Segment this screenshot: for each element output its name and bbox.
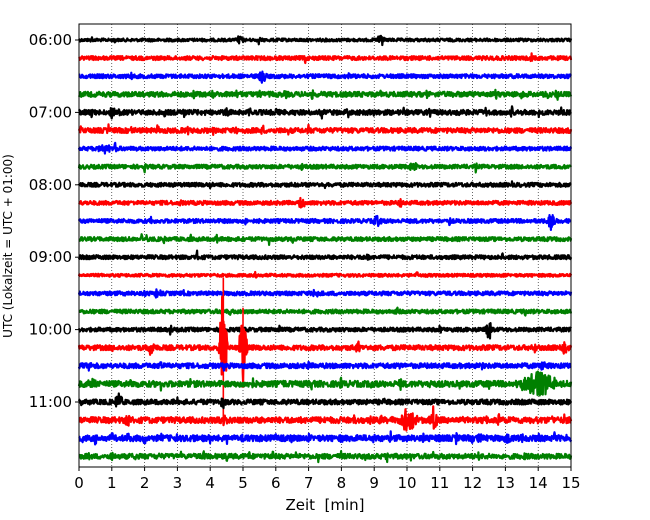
trace-0930 xyxy=(77,288,573,299)
trace-0915 xyxy=(77,270,573,279)
x-tick-label-8: 8 xyxy=(337,474,347,492)
x-tick-label-13: 13 xyxy=(496,474,515,492)
trace-line-2 xyxy=(78,70,573,84)
y-axis-label: UTC (Lokalzeit = UTC + 01:00) xyxy=(1,154,15,338)
trace-line-14 xyxy=(77,288,573,299)
x-tick-label-3: 3 xyxy=(173,474,183,492)
trace-line-23 xyxy=(78,450,573,464)
trace-0800 xyxy=(77,180,572,190)
vertical-gridlines xyxy=(111,24,539,467)
x-tick-label-14: 14 xyxy=(529,474,548,492)
x-tick-label-5: 5 xyxy=(238,474,248,492)
trace-0600 xyxy=(77,34,573,47)
trace-line-7 xyxy=(77,162,573,174)
trace-1100 xyxy=(77,392,573,410)
trace-0945 xyxy=(78,306,573,317)
trace-0830 xyxy=(77,214,572,231)
x-axis-ticks: 0 1 2 3 4 5 6 7 8 9 10 11 12 13 14 15 xyxy=(74,467,581,492)
trace-line-22 xyxy=(78,430,573,446)
trace-0900 xyxy=(77,249,573,261)
trace-line-18 xyxy=(77,360,572,372)
trace-line-8 xyxy=(77,180,572,190)
x-tick-label-1: 1 xyxy=(107,474,117,492)
trace-line-3 xyxy=(77,88,573,101)
trace-0745 xyxy=(77,162,573,174)
trace-line-13 xyxy=(77,270,573,279)
trace-0630 xyxy=(78,70,573,84)
trace-0845 xyxy=(78,233,573,246)
x-tick-label-9: 9 xyxy=(369,474,379,492)
x-tick-label-7: 7 xyxy=(304,474,314,492)
trace-1000 xyxy=(77,322,572,340)
trace-line-0 xyxy=(77,34,573,47)
x-tick-label-4: 4 xyxy=(205,474,215,492)
x-axis-label: Zeit [min] xyxy=(285,496,364,514)
trace-0645 xyxy=(77,88,573,101)
x-tick-label-12: 12 xyxy=(463,474,482,492)
x-tick-label-0: 0 xyxy=(74,474,84,492)
trace-line-12 xyxy=(77,249,573,261)
trace-1115 xyxy=(78,405,573,432)
x-tick-label-11: 11 xyxy=(430,474,449,492)
trace-line-16 xyxy=(77,322,572,340)
seismogram-traces xyxy=(77,34,573,464)
trace-line-9 xyxy=(78,196,573,209)
trace-line-19 xyxy=(77,370,573,397)
trace-1130 xyxy=(78,430,573,446)
x-tick-label-6: 6 xyxy=(271,474,281,492)
trace-line-5 xyxy=(77,123,573,136)
plot-frame xyxy=(78,23,572,468)
trace-line-17 xyxy=(77,295,573,384)
trace-1145 xyxy=(78,450,573,464)
y-tick-label-2: 08:00 xyxy=(29,176,72,194)
x-tick-label-15: 15 xyxy=(561,474,580,492)
y-axis-ticks: 06:00 07:00 08:00 09:00 10:00 11:00 xyxy=(29,31,79,411)
trace-0815 xyxy=(78,196,573,209)
trace-line-21 xyxy=(78,405,573,432)
trace-0615 xyxy=(78,52,573,65)
trace-0730 xyxy=(77,141,573,155)
trace-line-6 xyxy=(77,141,573,155)
trace-line-15 xyxy=(78,306,573,317)
y-tick-label-3: 09:00 xyxy=(29,248,72,266)
trace-line-11 xyxy=(78,233,573,246)
y-tick-label-1: 07:00 xyxy=(29,103,72,121)
trace-1045 xyxy=(77,370,573,397)
trace-line-20 xyxy=(77,392,573,410)
y-tick-label-5: 11:00 xyxy=(29,393,72,411)
trace-0700 xyxy=(78,105,572,120)
trace-line-4 xyxy=(78,105,572,120)
x-tick-label-10: 10 xyxy=(397,474,416,492)
y-tick-label-0: 06:00 xyxy=(29,31,72,49)
trace-line-10 xyxy=(77,214,572,231)
trace-line-1 xyxy=(78,52,573,65)
x-tick-label-2: 2 xyxy=(140,474,150,492)
y-tick-label-4: 10:00 xyxy=(29,321,72,339)
trace-1030 xyxy=(77,360,572,372)
trace-0715 xyxy=(77,123,573,136)
